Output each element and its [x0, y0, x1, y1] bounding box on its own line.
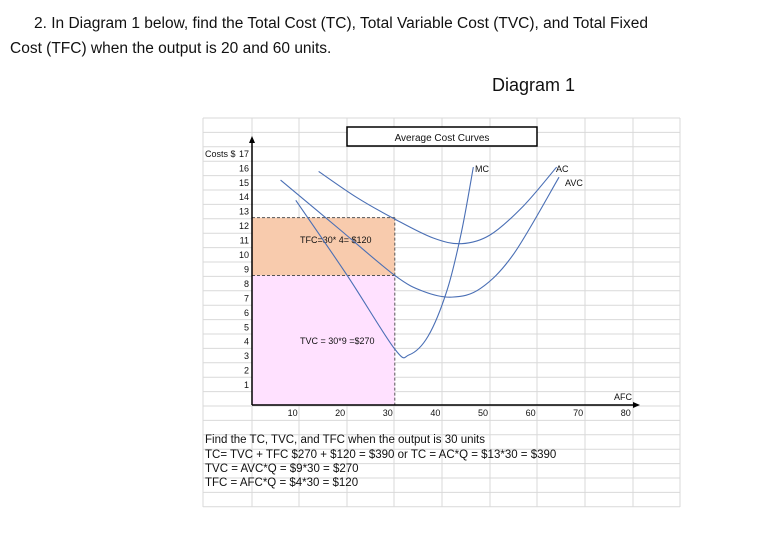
x-tick-label: 20 [335, 408, 345, 418]
y-tick-label: 6 [244, 308, 249, 318]
curve-label-ac: AC [556, 164, 569, 174]
tfc-region-label: TFC=30* 4= $120 [300, 235, 372, 245]
y-tick-label: 13 [239, 207, 249, 217]
question-line-2: Cost (TFC) when the output is 20 and 60 … [10, 40, 332, 57]
y-tick-label: 5 [244, 322, 249, 332]
x-tick-label: 80 [621, 408, 631, 418]
curve-label-mc: MC [475, 164, 489, 174]
answer-line-4: TFC = AFC*Q = $4*30 = $120 [205, 477, 359, 489]
answer-line-3: TVC = AVC*Q = $9*30 = $270 [205, 463, 359, 475]
y-tick-label: 7 [244, 293, 249, 303]
x-axis-label: AFC [614, 392, 633, 402]
x-tick-label: 50 [478, 408, 488, 418]
y-tick-label: 10 [239, 250, 249, 260]
curve-label-avc: AVC [565, 178, 583, 188]
x-tick-label: 70 [573, 408, 583, 418]
x-tick-label: 60 [526, 408, 536, 418]
tvc-region-label: TVC = 30*9 =$270 [300, 336, 375, 346]
y-tick-label: 12 [239, 221, 249, 231]
answer-line-2: TC= TVC + TFC $270 + $120 = $390 or TC =… [205, 449, 557, 461]
x-axis-arrow-icon [633, 402, 640, 408]
chart-title-box [346, 126, 538, 147]
x-tick-label: 30 [383, 408, 393, 418]
curve-avc [280, 176, 560, 298]
y-tick-label: 2 [244, 366, 249, 376]
y-tick-label: 16 [239, 163, 249, 173]
y-tick-label: 11 [240, 236, 249, 246]
x-tick-label: 10 [288, 408, 298, 418]
chart-title: Average Cost Curves [395, 133, 490, 144]
y-tick-label: 1 [244, 380, 249, 390]
x-tick-label: 40 [430, 408, 440, 418]
y-tick-label: 3 [244, 351, 249, 361]
y-tick-label: 14 [239, 192, 249, 202]
y-axis-label: Costs $ [205, 149, 236, 159]
curve-ac [318, 166, 558, 245]
diagram-label: Diagram 1 [492, 75, 576, 95]
region-0 [252, 217, 395, 276]
answer-line-1: Find the TC, TVC, and TFC when the outpu… [205, 434, 485, 446]
y-tick-label: 15 [239, 178, 249, 188]
y-tick-label: 17 [239, 149, 249, 159]
y-axis-arrow-icon [249, 136, 255, 143]
y-tick-label: 9 [244, 264, 249, 274]
question-line-1: 2. In Diagram 1 below, find the Total Co… [34, 15, 648, 32]
region-1 [252, 275, 395, 406]
y-tick-label: 8 [244, 279, 249, 289]
y-tick-label: 4 [244, 337, 249, 347]
curve-mc [295, 166, 474, 359]
